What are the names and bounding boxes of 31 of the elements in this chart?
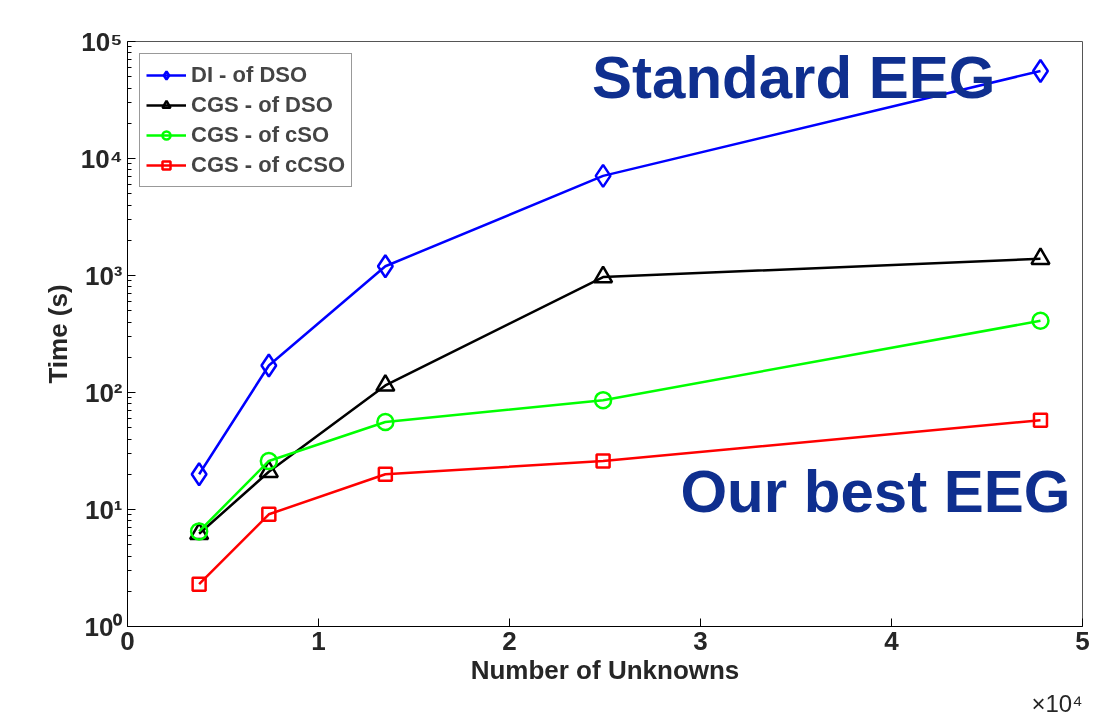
point [261, 506, 277, 523]
y-tick-label: 10⁴ [80, 143, 123, 174]
annotation: Our best EEG [680, 458, 1071, 525]
point [376, 412, 395, 432]
legend-label: CGS - of cCSO [191, 151, 346, 179]
point [377, 466, 394, 483]
point [260, 353, 278, 378]
legend-label: CGS - of DSO [191, 91, 333, 119]
x-axis-title: Number of Unknowns [470, 654, 740, 685]
y-axis-title: Time (s) [42, 284, 73, 384]
x-tick-label: 5 [1075, 625, 1090, 656]
y-tick-label: 10¹ [84, 494, 123, 525]
y-tick-label: 10³ [84, 260, 123, 291]
point [1032, 412, 1049, 428]
y-tick-label: 10² [84, 377, 123, 408]
point [1031, 58, 1050, 84]
y-tick-label: 10⁵ [81, 26, 123, 57]
point [259, 451, 279, 471]
x-tick-label: 2 [502, 625, 517, 656]
point [595, 453, 611, 469]
point [1031, 311, 1050, 331]
x-tick-label: 4 [884, 625, 900, 656]
x-tick-label: 3 [693, 625, 708, 656]
x-tick-label: 1 [311, 625, 326, 656]
point [593, 390, 613, 410]
point [191, 576, 207, 592]
text: ×10⁴ [1031, 689, 1083, 717]
point [190, 462, 208, 487]
annotation: Standard EEG [592, 43, 996, 111]
legend-label: CGS - of cSO [191, 121, 330, 149]
legend-label: DI - of DSO [191, 61, 308, 89]
